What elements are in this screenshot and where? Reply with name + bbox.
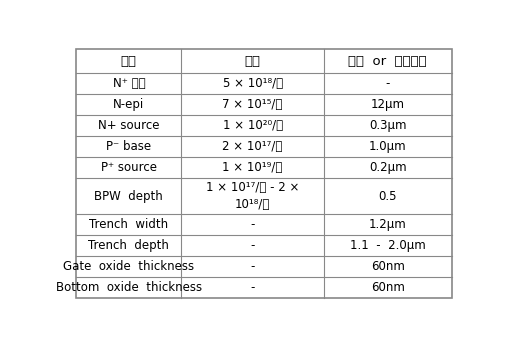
Text: 0.3μm: 0.3μm xyxy=(369,119,406,132)
Text: 0.5: 0.5 xyxy=(379,190,397,203)
Text: 농도: 농도 xyxy=(245,55,261,68)
Text: Bottom  oxide  thickness: Bottom oxide thickness xyxy=(56,281,202,294)
Text: 변수: 변수 xyxy=(121,55,137,68)
Text: 0.2μm: 0.2μm xyxy=(369,161,406,174)
Text: -: - xyxy=(250,218,255,231)
Text: 1 × 10²⁰/㎥: 1 × 10²⁰/㎥ xyxy=(222,119,283,132)
Text: 1.0μm: 1.0μm xyxy=(369,140,406,153)
Text: Gate  oxide  thickness: Gate oxide thickness xyxy=(63,260,195,273)
Text: 두께  or  접합깊이: 두께 or 접합깊이 xyxy=(349,55,427,68)
Text: N⁺ 기판: N⁺ 기판 xyxy=(113,77,145,90)
Text: -: - xyxy=(386,77,390,90)
Text: 60nm: 60nm xyxy=(371,281,405,294)
Text: 1 × 10¹⁷/㎥ - 2 ×
10¹⁸/㎥: 1 × 10¹⁷/㎥ - 2 × 10¹⁸/㎥ xyxy=(206,181,299,211)
Text: -: - xyxy=(250,260,255,273)
Text: N+ source: N+ source xyxy=(98,119,160,132)
Text: 12μm: 12μm xyxy=(371,98,405,111)
Text: 1.1  -  2.0μm: 1.1 - 2.0μm xyxy=(350,239,425,252)
Text: P⁺ source: P⁺ source xyxy=(101,161,157,174)
Text: P⁻ base: P⁻ base xyxy=(106,140,151,153)
Text: 1 × 10¹⁹/㎥: 1 × 10¹⁹/㎥ xyxy=(222,161,283,174)
Text: 60nm: 60nm xyxy=(371,260,405,273)
Text: N-epi: N-epi xyxy=(113,98,145,111)
Text: 7 × 10¹⁵/㎥: 7 × 10¹⁵/㎥ xyxy=(222,98,283,111)
Text: -: - xyxy=(250,239,255,252)
Text: 2 × 10¹⁷/㎥: 2 × 10¹⁷/㎥ xyxy=(222,140,283,153)
Text: 5 × 10¹⁸/㎥: 5 × 10¹⁸/㎥ xyxy=(222,77,283,90)
Text: -: - xyxy=(250,281,255,294)
Text: 1.2μm: 1.2μm xyxy=(369,218,407,231)
Text: Trench  width: Trench width xyxy=(89,218,168,231)
Text: BPW  depth: BPW depth xyxy=(94,190,163,203)
Text: Trench  depth: Trench depth xyxy=(89,239,169,252)
